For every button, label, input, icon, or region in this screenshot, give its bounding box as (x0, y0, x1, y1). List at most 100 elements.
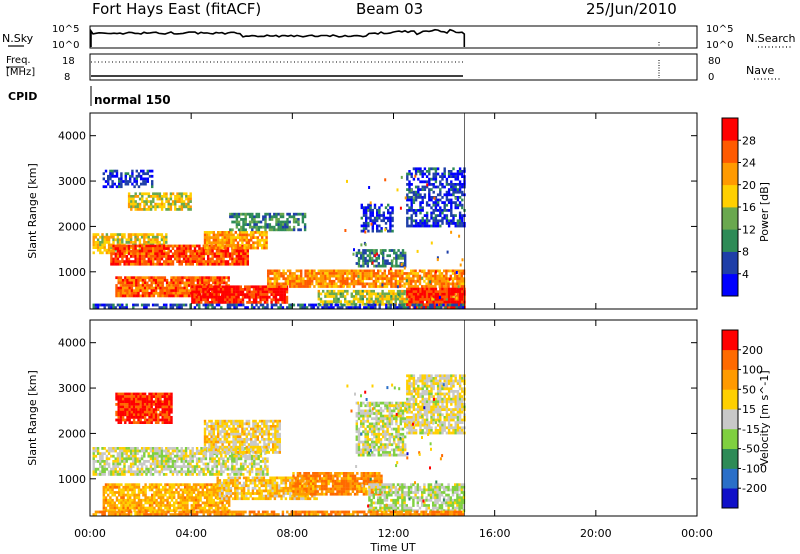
heatmap-cell (419, 219, 422, 223)
heatmap-cell (165, 260, 168, 263)
heatmap-cell (365, 206, 368, 210)
heatmap-cell (185, 257, 188, 261)
heatmap-cell (158, 195, 162, 198)
heatmap-cell (414, 287, 418, 291)
heatmap-cell (122, 180, 125, 183)
heatmap-cell (324, 300, 327, 304)
heatmap-cell (163, 416, 167, 419)
heatmap-cell (408, 290, 411, 294)
heatmap-cell (207, 262, 210, 266)
heatmap-cell (417, 185, 420, 189)
heatmap-cell (380, 214, 383, 217)
heatmap-cell (326, 277, 329, 281)
heatmap-cell (217, 236, 220, 239)
heatmap-cell (136, 252, 139, 256)
heatmap-cell (319, 279, 323, 283)
heatmap-cell (125, 246, 128, 249)
heatmap-cell (130, 249, 133, 253)
heatmap-cell (124, 180, 127, 183)
heatmap-cell (421, 188, 424, 191)
heatmap-cell (454, 290, 457, 294)
heatmap-cell (112, 465, 115, 468)
heatmap-cell (127, 260, 131, 263)
heatmap-cell (154, 465, 157, 468)
heatmap-cell (145, 252, 148, 256)
heatmap-cell (414, 209, 418, 212)
heatmap-cell (121, 247, 124, 250)
heatmap-cell (115, 485, 119, 489)
heatmap-cell (187, 197, 190, 201)
nsky-strip: N.Sky 10^5 10^0 10^5 10^0 N.Search (2, 24, 796, 51)
heatmap-cell (116, 249, 120, 253)
heatmap-cell (128, 392, 131, 396)
heatmap-cell (371, 256, 374, 260)
heatmap-cell (324, 285, 327, 288)
heatmap-cell (235, 473, 238, 476)
heatmap-cell (440, 285, 444, 288)
heatmap-cell (157, 405, 160, 409)
heatmap-cell (124, 504, 127, 507)
heatmap-cell (284, 279, 287, 283)
heatmap-cell (154, 405, 158, 409)
heatmap-cell (123, 244, 126, 248)
heatmap-cell (210, 236, 213, 239)
heatmap-cell (132, 260, 135, 263)
heatmap-cell (285, 295, 289, 299)
heatmap-cell (180, 470, 183, 474)
heatmap-cell (123, 235, 126, 239)
heatmap-cell (255, 215, 258, 219)
heatmap-cell (182, 462, 186, 466)
heatmap-cell (170, 410, 173, 414)
heatmap-cell (161, 276, 164, 280)
heatmap-cell (176, 255, 179, 258)
heatmap-cell (246, 262, 249, 266)
heatmap-cell (281, 295, 284, 299)
heatmap-cell (378, 211, 381, 215)
heatmap-cell (252, 290, 256, 294)
heatmap-cell (143, 241, 146, 244)
heatmap-cell (154, 205, 157, 209)
heatmap-cell (240, 212, 243, 216)
heatmap-cell (129, 457, 133, 461)
heatmap-cell (163, 421, 167, 424)
heatmap-cell (445, 209, 449, 212)
heatmap-cell (119, 255, 122, 258)
heatmap-cell (137, 291, 140, 295)
heatmap-cell (112, 460, 115, 463)
heatmap-cell (362, 229, 366, 233)
heatmap-cell (116, 454, 120, 458)
heatmap-cell (210, 244, 213, 247)
heatmap-cell (250, 462, 254, 466)
heatmap-cell (398, 306, 401, 309)
heatmap-cell (146, 501, 149, 505)
heatmap-cell (191, 295, 194, 299)
heatmap-cell (142, 488, 145, 492)
heatmap-cell (277, 228, 280, 232)
heatmap-cell (143, 202, 146, 206)
heatmap-cell (401, 279, 404, 283)
heatmap-cell (361, 274, 364, 278)
heatmap-cell (439, 209, 442, 212)
heatmap-cell (290, 215, 294, 219)
heatmap-cell (138, 202, 142, 206)
heatmap-cell (381, 272, 384, 275)
heatmap-cell (297, 277, 301, 281)
heatmap-cell (219, 233, 222, 237)
heatmap-cell (109, 501, 112, 505)
heatmap-cell (458, 269, 461, 273)
heatmap-cell (291, 272, 294, 275)
heatmap-cell (246, 257, 249, 261)
heatmap-cell (167, 467, 170, 471)
heatmap-cell (246, 470, 249, 474)
heatmap-cell (277, 225, 280, 229)
heatmap-cell (215, 303, 219, 307)
heatmap-cell (141, 416, 145, 419)
heatmap-cell (162, 460, 166, 463)
heatmap-cell (198, 278, 202, 282)
heatmap-cell (193, 260, 197, 263)
heatmap-cell (268, 228, 272, 232)
heatmap-cell (300, 277, 303, 281)
heatmap-cell (390, 300, 393, 304)
heatmap-cell (416, 279, 419, 283)
heatmap-cell (360, 264, 363, 268)
